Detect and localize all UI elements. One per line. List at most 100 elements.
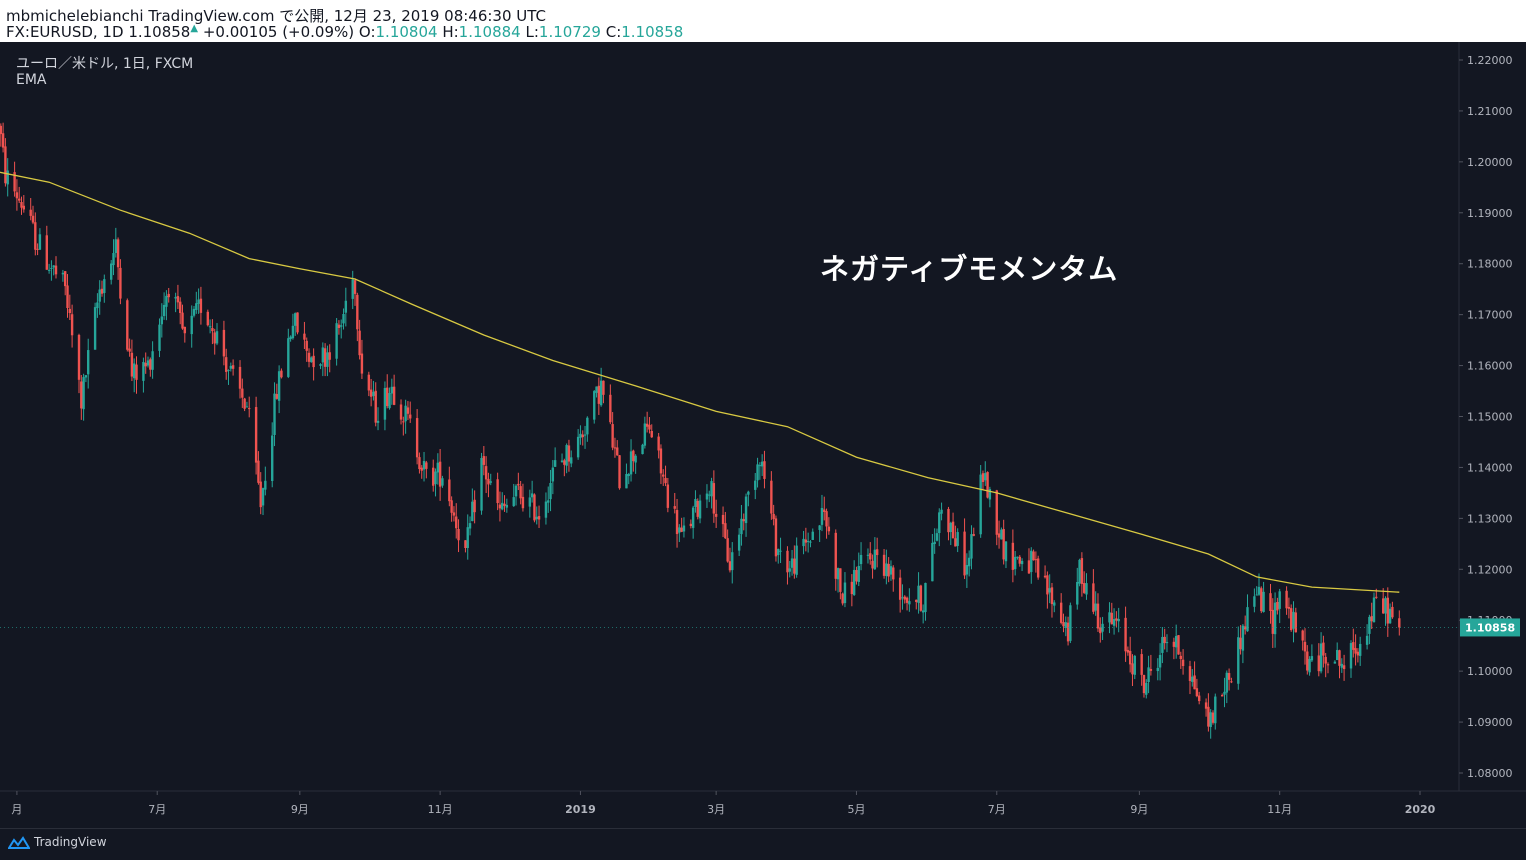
candle xyxy=(1036,555,1040,580)
candle xyxy=(457,519,460,553)
candle xyxy=(1191,669,1194,687)
candle xyxy=(404,399,407,434)
candle xyxy=(551,460,555,495)
candle xyxy=(335,318,338,366)
candle xyxy=(984,461,987,486)
candle xyxy=(100,280,104,297)
candle xyxy=(714,499,718,528)
candle xyxy=(595,386,598,398)
candle xyxy=(1370,602,1373,629)
candle xyxy=(770,471,773,520)
candle xyxy=(415,409,419,465)
close-value: 1.10858 xyxy=(621,23,684,41)
candle xyxy=(0,123,2,147)
candle xyxy=(151,341,154,379)
change-up-icon: ▲ xyxy=(190,23,199,34)
candle xyxy=(680,517,683,533)
candle xyxy=(342,308,345,330)
candle xyxy=(406,401,410,421)
candle xyxy=(1214,693,1217,730)
candle xyxy=(482,446,486,476)
candle xyxy=(392,374,396,406)
candle xyxy=(80,375,83,420)
candle xyxy=(1110,602,1113,625)
candle xyxy=(956,528,959,553)
candle xyxy=(917,572,920,614)
candle xyxy=(1066,616,1070,646)
candle xyxy=(422,451,426,482)
candle xyxy=(691,505,695,539)
candle xyxy=(852,560,856,596)
candle xyxy=(1335,642,1339,661)
candle xyxy=(629,439,633,482)
chart-area[interactable]: 1.22000 1.21000 1.20000 1.19000 1.18000 1.170… xyxy=(0,42,1526,828)
footer: TradingView xyxy=(0,828,1526,860)
candle xyxy=(93,302,97,350)
candle xyxy=(211,319,214,345)
candle xyxy=(843,572,847,608)
candle xyxy=(45,225,49,270)
candle xyxy=(319,363,322,370)
candle xyxy=(779,537,782,564)
candle xyxy=(632,449,635,472)
candle xyxy=(786,546,789,585)
candle xyxy=(18,186,21,204)
candle xyxy=(376,407,380,431)
candle xyxy=(806,532,810,553)
candle xyxy=(836,567,840,593)
candle xyxy=(726,529,729,563)
candle xyxy=(1368,614,1371,645)
candle xyxy=(1000,527,1003,540)
candle xyxy=(289,335,292,342)
candle xyxy=(183,326,187,343)
candle xyxy=(825,508,828,539)
candle xyxy=(1352,628,1355,658)
candle xyxy=(369,379,373,407)
candle xyxy=(616,440,619,456)
candle xyxy=(882,549,886,579)
candle xyxy=(1034,551,1038,573)
high-value: 1.10884 xyxy=(458,23,521,41)
candle xyxy=(1356,648,1360,663)
candle xyxy=(567,439,571,472)
candle xyxy=(190,305,193,348)
candle xyxy=(367,371,371,397)
candle xyxy=(1043,565,1047,579)
candle xyxy=(1246,594,1249,632)
candle xyxy=(503,495,506,512)
candle xyxy=(1112,608,1116,635)
candle xyxy=(68,294,72,321)
candle xyxy=(1133,654,1136,680)
candle xyxy=(158,318,161,358)
candle xyxy=(1340,658,1343,673)
candle xyxy=(892,565,895,592)
candle xyxy=(455,503,458,539)
candle xyxy=(933,528,936,554)
candle xyxy=(96,293,99,318)
candle xyxy=(15,179,19,211)
candle xyxy=(1050,582,1054,618)
x-tick-label: 11月 xyxy=(1267,803,1292,816)
candle xyxy=(694,490,697,513)
candle xyxy=(919,584,923,612)
candle xyxy=(1188,660,1192,695)
candle xyxy=(1147,655,1150,694)
x-tick-label: 9月 xyxy=(291,803,309,816)
candle xyxy=(1391,601,1394,619)
candle xyxy=(337,320,341,335)
candle xyxy=(1271,598,1274,648)
candle xyxy=(133,358,136,393)
candle xyxy=(1092,569,1095,615)
x-tick-label: 2019 xyxy=(565,803,596,816)
price-chart[interactable]: 1.22000 1.21000 1.20000 1.19000 1.18000 1.170… xyxy=(0,42,1526,828)
candle xyxy=(533,493,536,523)
candle xyxy=(420,465,423,479)
candle xyxy=(1011,529,1015,583)
candle xyxy=(326,345,329,377)
candle xyxy=(1319,632,1323,674)
candle xyxy=(1059,593,1063,625)
candle xyxy=(50,260,53,281)
candle xyxy=(4,138,7,187)
ema-indicator-label[interactable]: EMA xyxy=(16,72,47,88)
candle xyxy=(724,511,727,539)
